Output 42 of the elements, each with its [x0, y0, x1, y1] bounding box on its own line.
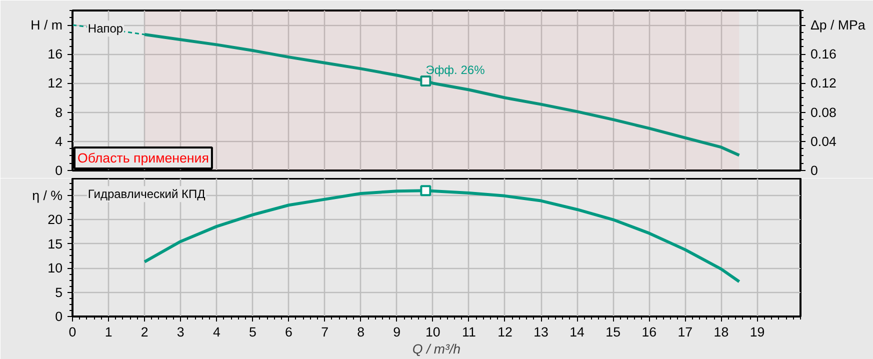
- y2-tick-label: 0.16: [810, 46, 836, 62]
- x-tick-label: 8: [357, 324, 365, 340]
- y-tick-label: 10: [48, 260, 63, 276]
- y-tick-label: 16: [48, 46, 63, 62]
- x-tick-label: 14: [570, 324, 586, 340]
- y2-tick-label: 0.08: [810, 104, 836, 120]
- annotation: Гидравлический КПД: [88, 187, 206, 202]
- annotation: Эфф. 26%: [426, 63, 486, 78]
- band-label: Область применения: [78, 150, 209, 166]
- x-tick-label: 15: [606, 324, 621, 340]
- y2-tick-label: 0.04: [810, 134, 838, 149]
- x-tick-label: 7: [321, 324, 328, 340]
- x-tick-label: 13: [534, 324, 548, 340]
- x-tick-label: 1: [104, 324, 112, 340]
- y-tick-label: 0: [55, 309, 63, 324]
- x-tick-label: 9: [393, 324, 401, 340]
- y-tick-label: H / m: [30, 18, 63, 33]
- x-tick-label: 3: [176, 324, 184, 340]
- x-tick-label: 18: [714, 324, 729, 340]
- y-tick-label: 5: [55, 284, 63, 300]
- y2-tick-label: Δp / MPa: [810, 18, 866, 33]
- x-tick-label: 12: [498, 324, 512, 340]
- y-tick-label: 4: [55, 134, 64, 149]
- x-tick-label: 16: [642, 324, 657, 340]
- y-tick-label: η / %: [32, 188, 63, 203]
- x-tick-label: 6: [285, 324, 292, 340]
- y-tick-label: 12: [48, 76, 63, 91]
- y2-tick-label: 0.12: [810, 76, 836, 91]
- y-tick-label: 0: [55, 163, 63, 178]
- x-tick-label: 5: [248, 324, 256, 340]
- x-tick-label: 10: [425, 324, 440, 340]
- y-tick-label: 8: [55, 104, 63, 120]
- y2-tick-label: 0: [810, 163, 818, 178]
- x-tick-label: 4: [212, 324, 221, 340]
- x-tick-label: 17: [678, 324, 693, 340]
- y-tick-label: 20: [48, 212, 63, 228]
- x-tick-label: 19: [750, 324, 765, 340]
- x-tick-label: 0: [68, 324, 76, 340]
- y-tick-label: 15: [48, 236, 63, 252]
- x-tick-label: 11: [462, 324, 476, 340]
- x-tick-label: 2: [140, 324, 148, 340]
- x-axis-title: Q / m³/h: [412, 342, 461, 356]
